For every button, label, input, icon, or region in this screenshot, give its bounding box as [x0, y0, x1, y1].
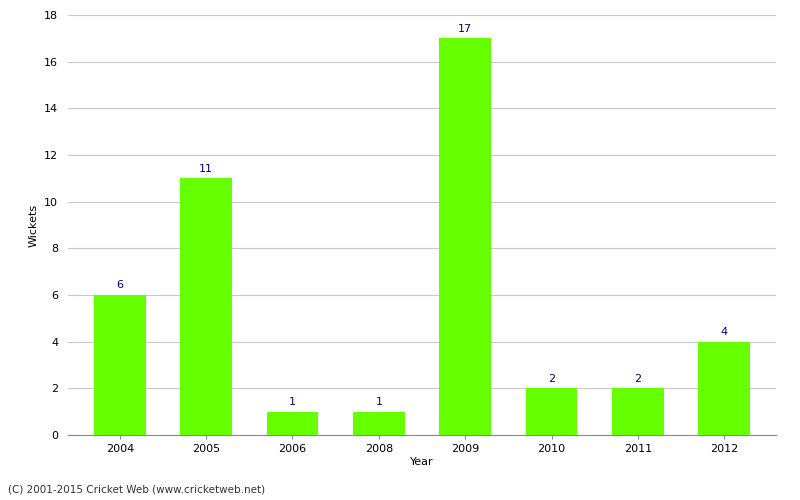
Bar [698, 342, 750, 435]
Text: 11: 11 [199, 164, 213, 173]
Bar [353, 412, 405, 435]
Text: 4: 4 [721, 327, 728, 337]
Text: (C) 2001-2015 Cricket Web (www.cricketweb.net): (C) 2001-2015 Cricket Web (www.cricketwe… [8, 485, 265, 495]
Text: 17: 17 [458, 24, 472, 34]
Bar [612, 388, 664, 435]
Text: 2: 2 [548, 374, 555, 384]
Bar [266, 412, 318, 435]
Bar [526, 388, 578, 435]
Text: 1: 1 [375, 397, 382, 407]
Text: 2: 2 [634, 374, 642, 384]
Text: 6: 6 [116, 280, 123, 290]
Bar [180, 178, 232, 435]
Text: 1: 1 [289, 397, 296, 407]
Bar [439, 38, 491, 435]
Bar [94, 295, 146, 435]
X-axis label: Year: Year [410, 457, 434, 467]
Y-axis label: Wickets: Wickets [29, 204, 38, 246]
